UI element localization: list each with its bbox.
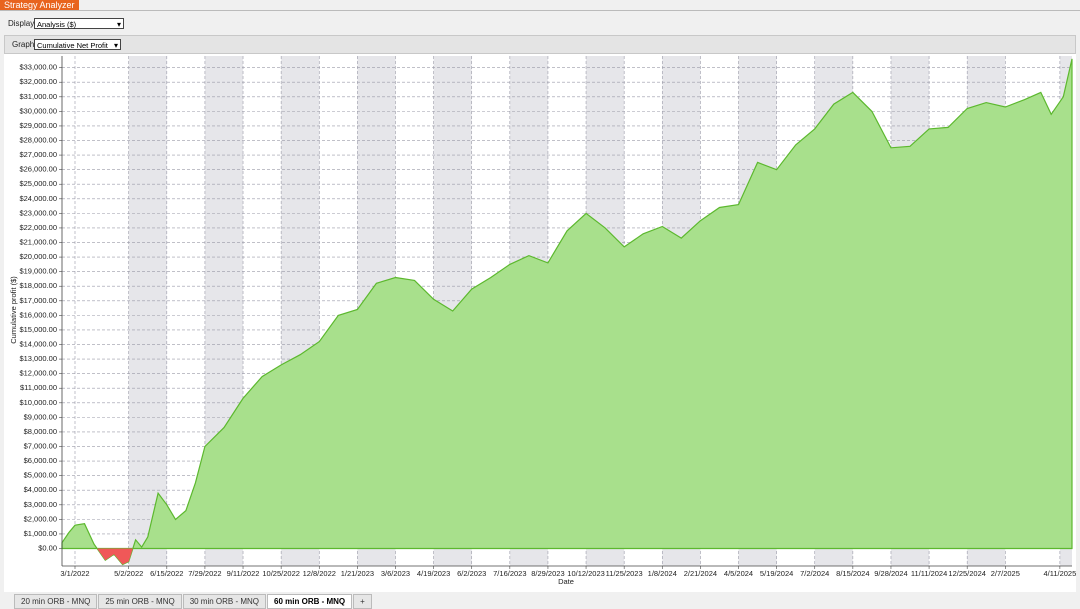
y-tick-label: $24,000.00 [19, 194, 57, 203]
y-tick-label: $28,000.00 [19, 135, 57, 144]
x-tick-label: 3/1/2022 [60, 569, 89, 578]
y-tick-label: $6,000.00 [24, 456, 57, 465]
profit-area [61, 58, 1073, 566]
x-tick-label: 2/7/2025 [991, 569, 1020, 578]
y-tick-label: $5,000.00 [24, 471, 57, 480]
x-tick-label: 3/6/2023 [381, 569, 410, 578]
x-tick-label: 5/2/2022 [114, 569, 143, 578]
y-tick-label: $18,000.00 [19, 281, 57, 290]
y-tick-label: $10,000.00 [19, 398, 57, 407]
x-tick-label: 8/15/2024 [836, 569, 869, 578]
tab[interactable]: + [353, 594, 372, 609]
y-tick-label: $9,000.00 [24, 412, 57, 421]
x-tick-label: 7/16/2023 [493, 569, 526, 578]
y-tick-label: $25,000.00 [19, 179, 57, 188]
chart: Cumulative profit ($) Date $0.00 $1,000.0… [4, 54, 1076, 592]
tab[interactable]: 30 min ORB - MNQ [182, 594, 267, 609]
y-tick-label: $15,000.00 [19, 325, 57, 334]
y-tick-label: $8,000.00 [24, 427, 57, 436]
x-tick-label: 10/12/2023 [567, 569, 605, 578]
y-tick-label: $17,000.00 [19, 296, 57, 305]
display-select[interactable]: Analysis ($) [34, 18, 124, 30]
x-tick-label: 10/25/2022 [262, 569, 300, 578]
x-tick-label: 11/25/2023 [606, 569, 643, 578]
y-tick-label: $7,000.00 [24, 441, 57, 450]
graph-label: Graph [12, 40, 35, 49]
graph-bar [4, 35, 1076, 54]
x-tick-label: 9/11/2022 [227, 569, 260, 578]
y-tick-label: $31,000.00 [19, 92, 57, 101]
x-tick-label: 4/5/2024 [724, 569, 753, 578]
x-tick-label: 6/15/2022 [150, 569, 183, 578]
x-tick-label: 1/8/2024 [648, 569, 677, 578]
y-tick-label: $0.00 [38, 543, 57, 552]
window-title: Strategy Analyzer [0, 0, 79, 10]
y-axis-label: Cumulative profit ($) [9, 276, 18, 344]
y-tick-label: $16,000.00 [19, 310, 57, 319]
y-tick-label: $14,000.00 [19, 339, 57, 348]
x-axis-label: Date [558, 577, 574, 586]
y-tick-label: $11,000.00 [20, 383, 57, 392]
y-tick-label: $13,000.00 [19, 354, 57, 363]
x-tick-label: 8/29/2023 [531, 569, 564, 578]
graph-select[interactable]: Cumulative Net Profit [34, 39, 121, 51]
y-tick-label: $23,000.00 [19, 208, 57, 217]
x-tick-label: 1/21/2023 [341, 569, 374, 578]
y-tick-label: $26,000.00 [19, 165, 57, 174]
y-tick-label: $27,000.00 [19, 150, 57, 159]
y-tick-label: $33,000.00 [19, 63, 57, 72]
y-tick-label: $12,000.00 [19, 369, 57, 378]
y-tick-label: $21,000.00 [19, 237, 57, 246]
x-tick-label: 7/29/2022 [188, 569, 221, 578]
x-tick-label: 12/8/2022 [303, 569, 336, 578]
tab[interactable]: 20 min ORB - MNQ [14, 594, 98, 609]
shaded-band [128, 56, 167, 566]
x-tick-label: 7/2/2024 [800, 569, 829, 578]
x-tick-label: 9/28/2024 [874, 569, 907, 578]
y-tick-label: $20,000.00 [19, 252, 57, 261]
y-tick-label: $2,000.00 [24, 514, 57, 523]
display-label: Display [8, 19, 35, 28]
tab[interactable]: 60 min ORB - MNQ [267, 594, 353, 609]
x-tick-label: 6/2/2023 [457, 569, 486, 578]
y-tick-label: $30,000.00 [19, 106, 57, 115]
y-tick-label: $19,000.00 [19, 267, 57, 276]
tab-strip: 20 min ORB - MNQ 25 min ORB - MNQ 30 min O… [14, 594, 373, 609]
y-tick-label: $22,000.00 [19, 223, 57, 232]
y-tick-label: $3,000.00 [24, 500, 57, 509]
divider [0, 10, 1080, 11]
y-tick-label: $29,000.00 [19, 121, 57, 130]
tab[interactable]: 25 min ORB - MNQ [98, 594, 182, 609]
x-tick-label: 2/21/2024 [684, 569, 717, 578]
y-tick-label: $4,000.00 [24, 485, 57, 494]
y-tick-label: $32,000.00 [19, 77, 57, 86]
x-tick-label: 12/25/2024 [948, 569, 986, 578]
x-tick-label: 11/11/2024 [911, 569, 947, 578]
y-tick-label: $1,000.00 [24, 529, 57, 538]
x-tick-label: 4/19/2023 [417, 569, 450, 578]
x-tick-label: 4/11/2025 [1043, 569, 1076, 578]
x-tick-label: 5/19/2024 [760, 569, 793, 578]
